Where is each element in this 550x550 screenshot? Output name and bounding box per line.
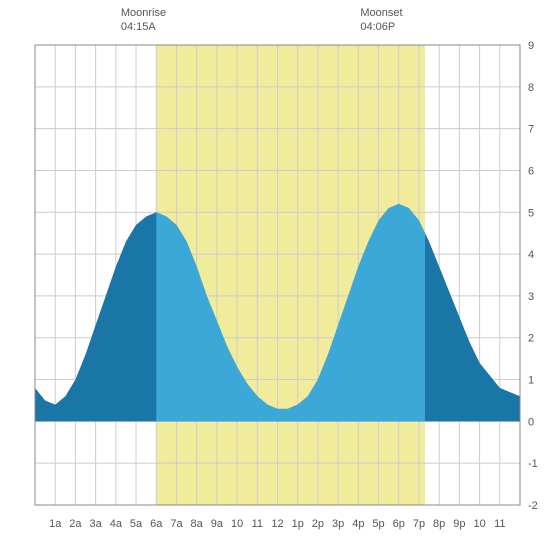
y-tick-label: 7	[528, 124, 534, 136]
y-tick-label: 2	[528, 333, 534, 345]
y-tick-label: -2	[528, 500, 538, 512]
moonset-label: Moonset	[360, 7, 402, 19]
y-tick-label: 8	[528, 82, 534, 94]
x-tick-label: 3p	[332, 518, 344, 530]
chart-svg: -2-101234567891a2a3a4a5a6a7a8a9a1011121p…	[0, 0, 550, 550]
x-tick-label: 8p	[433, 518, 445, 530]
x-tick-label: 10	[231, 518, 243, 530]
x-tick-label: 7p	[413, 518, 425, 530]
tide-chart: -2-101234567891a2a3a4a5a6a7a8a9a1011121p…	[0, 0, 550, 550]
x-tick-label: 5p	[372, 518, 384, 530]
x-tick-label: 8a	[191, 518, 204, 530]
x-tick-label: 11	[494, 518, 505, 530]
x-tick-label: 3a	[90, 518, 103, 530]
x-tick-label: 1p	[292, 518, 304, 530]
moonrise-label: Moonrise	[121, 7, 166, 19]
x-tick-label: 5a	[130, 518, 143, 530]
y-tick-label: 6	[528, 165, 534, 177]
y-tick-label: 9	[528, 40, 534, 52]
x-tick-label: 12	[271, 518, 283, 530]
x-tick-label: 7a	[170, 518, 183, 530]
x-tick-label: 2p	[312, 518, 324, 530]
y-tick-label: 0	[528, 416, 534, 428]
moonset-time: 04:06P	[360, 21, 395, 33]
x-tick-label: 4p	[352, 518, 364, 530]
y-tick-label: 3	[528, 291, 534, 303]
x-tick-label: 10	[473, 518, 485, 530]
y-tick-label: -1	[528, 458, 538, 470]
x-tick-label: 6p	[393, 518, 405, 530]
moonrise-time: 04:15A	[121, 21, 157, 33]
x-tick-label: 9p	[453, 518, 465, 530]
x-tick-label: 9a	[211, 518, 224, 530]
x-tick-label: 11	[252, 518, 263, 530]
x-tick-label: 6a	[150, 518, 163, 530]
y-tick-label: 4	[528, 249, 534, 261]
x-tick-label: 1a	[49, 518, 62, 530]
y-tick-label: 5	[528, 207, 534, 219]
y-tick-label: 1	[528, 375, 534, 387]
x-tick-label: 4a	[110, 518, 123, 530]
x-tick-label: 2a	[69, 518, 82, 530]
